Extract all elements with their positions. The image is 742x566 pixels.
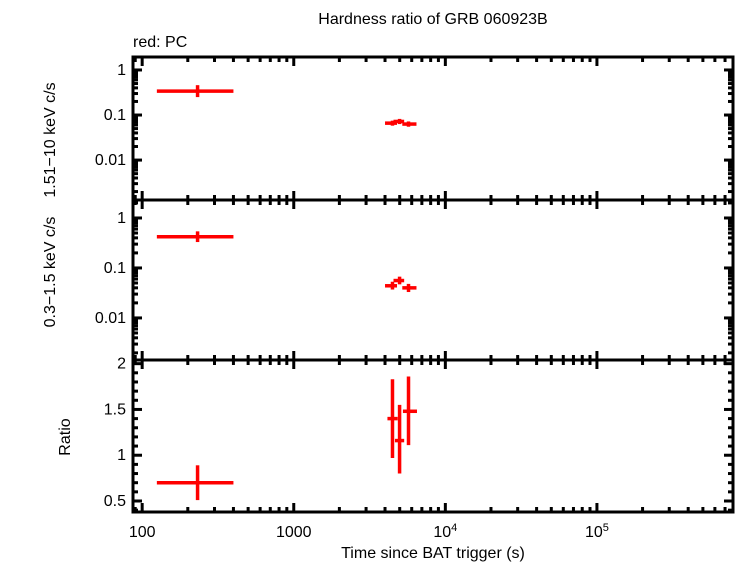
panel-frame bbox=[131, 55, 735, 202]
data-point bbox=[385, 281, 398, 290]
data-point bbox=[156, 231, 234, 243]
x-tick-label: 104 bbox=[433, 522, 457, 541]
x-tick-label: 105 bbox=[585, 522, 609, 541]
x-tick-labels: 100 1000 104 105 bbox=[129, 522, 609, 541]
y-tick-label: 1 bbox=[117, 210, 126, 227]
panel-frame bbox=[131, 358, 735, 514]
x-tick-label: 100 bbox=[129, 524, 156, 541]
panel-frame bbox=[131, 198, 735, 362]
data-point bbox=[402, 121, 417, 127]
data-point bbox=[156, 465, 234, 501]
y-tick-label: 0.01 bbox=[95, 310, 126, 327]
y-tick-label: 0.1 bbox=[104, 260, 126, 277]
y-tick-label: 1.5 bbox=[104, 401, 126, 418]
data-point bbox=[393, 118, 405, 125]
y-tick-label: 0.01 bbox=[95, 152, 126, 169]
data-point bbox=[402, 376, 417, 446]
y-tick-label: 0.5 bbox=[104, 493, 126, 510]
data-point bbox=[156, 85, 234, 98]
data-point bbox=[387, 379, 398, 458]
panel-hard-band-panel: 1 0.1 0.01 1.51−10 keV c/s bbox=[42, 55, 735, 202]
data-point bbox=[402, 283, 417, 293]
y-axis-label: 0.3−1.5 keV c/s bbox=[42, 217, 59, 328]
x-tick-label: 1000 bbox=[276, 524, 312, 541]
y-tick-label: 1 bbox=[117, 447, 126, 464]
panels-group: 1 0.1 0.01 1.51−10 keV c/s 1 0.1 0.01 0.3−1.5 k… bbox=[42, 55, 735, 541]
y-axis-label: Ratio bbox=[57, 418, 74, 455]
chart-title: Hardness ratio of GRB 060923B bbox=[318, 11, 547, 28]
y-axis-label: 1.51−10 keV c/s bbox=[42, 82, 59, 197]
y-tick-label: 0.1 bbox=[104, 107, 126, 124]
y-tick-label: 1 bbox=[117, 62, 126, 79]
panel-soft-band-panel: 1 0.1 0.01 0.3−1.5 keV c/s bbox=[42, 198, 735, 362]
y-tick-label: 2 bbox=[117, 356, 126, 373]
x-axis-label: Time since BAT trigger (s) bbox=[341, 545, 525, 562]
panel-ratio-panel: 2 1.5 1 0.5 Ratio bbox=[57, 356, 735, 514]
data-point bbox=[393, 276, 405, 285]
data-point bbox=[394, 404, 405, 474]
mode-legend-label: red: PC bbox=[133, 34, 187, 51]
